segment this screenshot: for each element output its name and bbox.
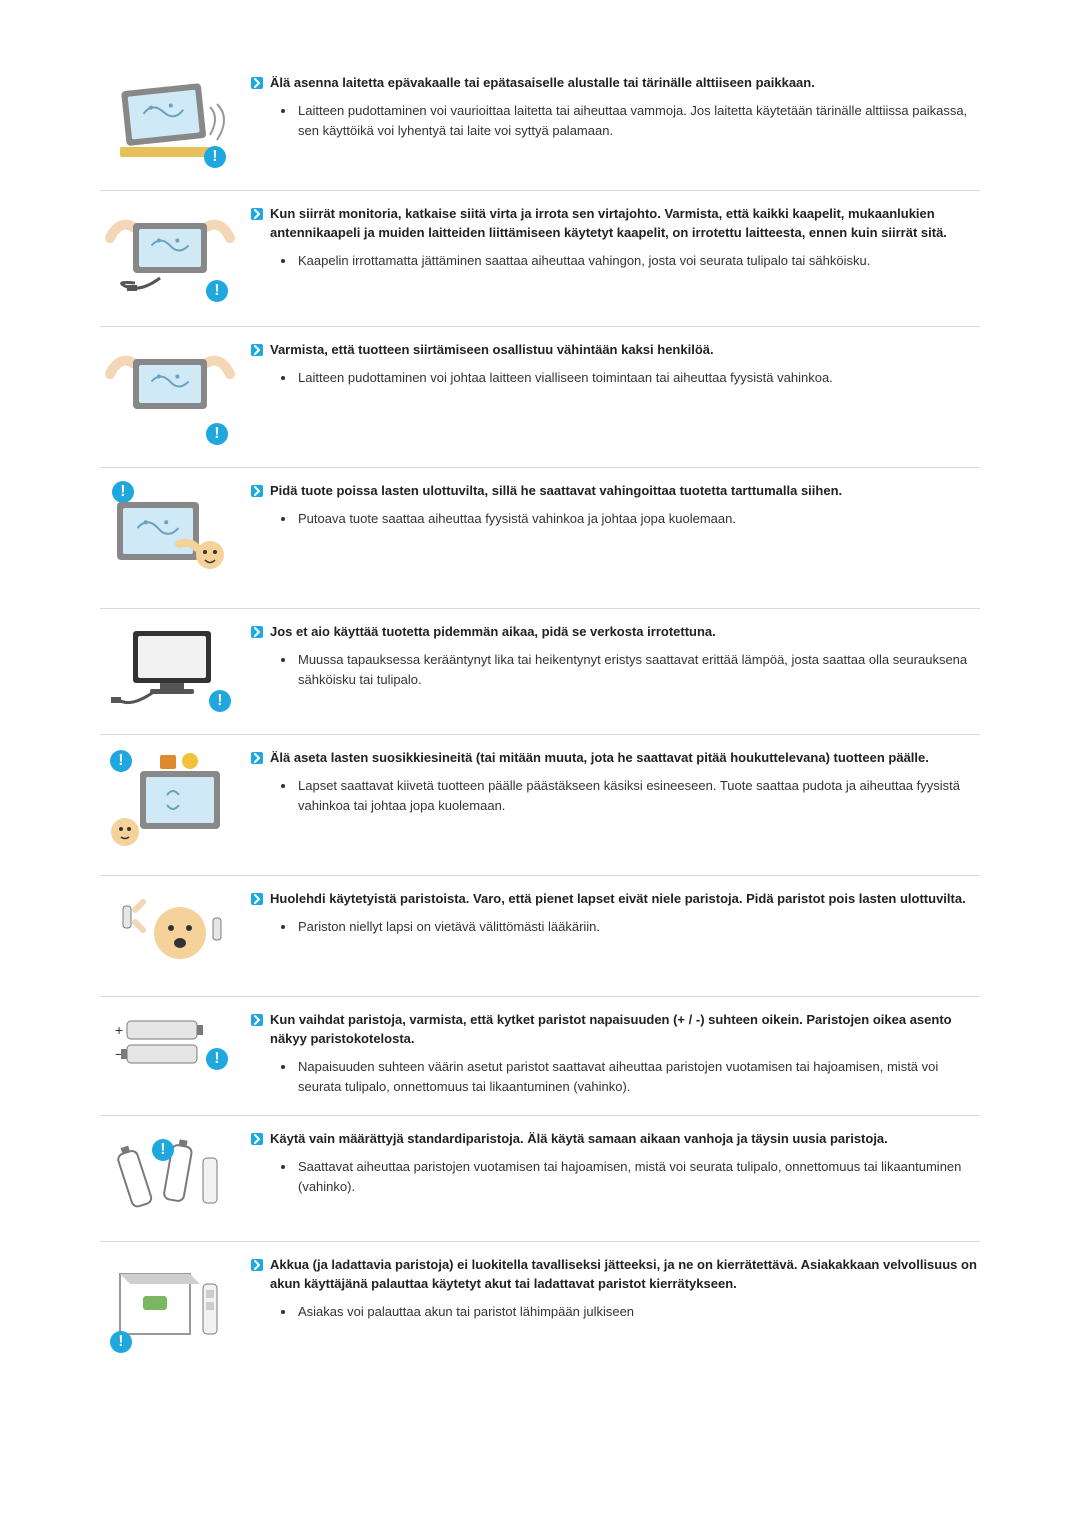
bullet-icon <box>250 76 264 90</box>
battery_mix-icon: ! <box>100 1128 240 1223</box>
svg-text:!: ! <box>217 692 222 709</box>
safety-section: ! Älä asenna laitetta epävakaalle tai ep… <box>100 60 980 191</box>
section-body-list: Laitteen pudottaminen voi johtaa laittee… <box>278 368 980 388</box>
section-body-item: Laitteen pudottaminen voi vaurioittaa la… <box>296 101 980 141</box>
section-body-list: Kaapelin irrottamatta jättäminen saattaa… <box>278 251 980 271</box>
section-heading: Älä aseta lasten suosikkiesineitä (tai m… <box>270 749 929 768</box>
monitor_unplug-icon: ! <box>100 621 240 716</box>
section-body-list: Saattavat aiheuttaa paristojen vuotamise… <box>278 1157 980 1197</box>
section-heading: Älä asenna laitetta epävakaalle tai epät… <box>270 74 815 93</box>
section-body-list: Pariston niellyt lapsi on vietävä välitt… <box>278 917 980 937</box>
section-content: Jos et aio käyttää tuotetta pidemmän aik… <box>250 621 980 690</box>
svg-text:!: ! <box>118 752 123 769</box>
svg-text:!: ! <box>120 483 125 500</box>
section-body-list: Laitteen pudottaminen voi vaurioittaa la… <box>278 101 980 141</box>
arrow-bullet-icon <box>250 76 264 93</box>
section-heading: Kun siirrät monitoria, katkaise siitä vi… <box>270 205 980 243</box>
section-heading: Käytä vain määrättyjä standardiparistoja… <box>270 1130 888 1149</box>
child_battery_swallow-icon <box>100 888 240 978</box>
bullet-icon <box>250 1132 264 1146</box>
bullet-icon <box>250 892 264 906</box>
bullet-icon <box>250 207 264 221</box>
svg-text:+: + <box>115 1022 123 1038</box>
bullet-icon <box>250 1013 264 1027</box>
section-content: Älä aseta lasten suosikkiesineitä (tai m… <box>250 747 980 816</box>
section-content: Kun vaihdat paristoja, varmista, että ky… <box>250 1009 980 1097</box>
bullet-icon <box>250 343 264 357</box>
section-body-item: Pariston niellyt lapsi on vietävä välitt… <box>296 917 980 937</box>
section-content: Käytä vain määrättyjä standardiparistoja… <box>250 1128 980 1197</box>
monitor_move_cable-icon: ! <box>100 203 240 308</box>
arrow-bullet-icon <box>250 207 264 224</box>
arrow-bullet-icon <box>250 1013 264 1030</box>
svg-text:!: ! <box>214 1050 219 1067</box>
safety-section: Huolehdi käytetyistä paristoista. Varo, … <box>100 876 980 997</box>
section-body-item: Laitteen pudottaminen voi johtaa laittee… <box>296 368 980 388</box>
monitor_tilt-icon: ! <box>100 72 240 172</box>
section-content: Huolehdi käytetyistä paristoista. Varo, … <box>250 888 980 937</box>
monitor_two_people-icon: ! <box>100 339 240 449</box>
arrow-bullet-icon <box>250 1258 264 1275</box>
section-content: Akkua (ja ladattavia paristoja) ei luoki… <box>250 1254 980 1322</box>
safety-section: ! Pidä tuote poissa lasten ulottuvilta, … <box>100 468 980 609</box>
arrow-bullet-icon <box>250 625 264 642</box>
bullet-icon <box>250 625 264 639</box>
battery_polarity-icon: + − ! <box>100 1009 240 1079</box>
safety-section: ! Varmista, että tuotteen siirtämiseen o… <box>100 327 980 468</box>
section-heading: Pidä tuote poissa lasten ulottuvilta, si… <box>270 482 842 501</box>
section-body-list: Lapset saattavat kiivetä tuotteen päälle… <box>278 776 980 816</box>
section-body-item: Kaapelin irrottamatta jättäminen saattaa… <box>296 251 980 271</box>
section-body-list: Asiakas voi palauttaa akun tai paristot … <box>278 1302 980 1322</box>
monitor_toys_on_top-icon: ! <box>100 747 240 857</box>
section-heading: Kun vaihdat paristoja, varmista, että ky… <box>270 1011 980 1049</box>
section-content: Varmista, että tuotteen siirtämiseen osa… <box>250 339 980 388</box>
safety-section: + − ! Kun vaihdat paristoja, varmista, e… <box>100 997 980 1116</box>
section-heading: Huolehdi käytetyistä paristoista. Varo, … <box>270 890 966 909</box>
section-content: Älä asenna laitetta epävakaalle tai epät… <box>250 72 980 141</box>
safety-section: ! Käytä vain määrättyjä standardiparisto… <box>100 1116 980 1242</box>
svg-text:!: ! <box>160 1141 165 1158</box>
section-body-item: Lapset saattavat kiivetä tuotteen päälle… <box>296 776 980 816</box>
svg-text:!: ! <box>118 1333 123 1350</box>
section-body-item: Putoava tuote saattaa aiheuttaa fyysistä… <box>296 509 980 529</box>
section-body-list: Putoava tuote saattaa aiheuttaa fyysistä… <box>278 509 980 529</box>
svg-text:!: ! <box>212 148 217 165</box>
section-content: Pidä tuote poissa lasten ulottuvilta, si… <box>250 480 980 529</box>
arrow-bullet-icon <box>250 892 264 909</box>
battery_recycle_box-icon: ! <box>100 1254 240 1354</box>
safety-section: ! Jos et aio käyttää tuotetta pidemmän a… <box>100 609 980 735</box>
bullet-icon <box>250 751 264 765</box>
section-body-item: Saattavat aiheuttaa paristojen vuotamise… <box>296 1157 980 1197</box>
bullet-icon <box>250 1258 264 1272</box>
safety-section: ! Älä aseta lasten suosikkiesineitä (tai… <box>100 735 980 876</box>
section-heading: Varmista, että tuotteen siirtämiseen osa… <box>270 341 714 360</box>
section-body-list: Napaisuuden suhteen väärin asetut parist… <box>278 1057 980 1097</box>
safety-section: ! Kun siirrät monitoria, katkaise siitä … <box>100 191 980 327</box>
section-body-list: Muussa tapauksessa kerääntynyt lika tai … <box>278 650 980 690</box>
arrow-bullet-icon <box>250 343 264 360</box>
monitor_child_reach-icon: ! <box>100 480 240 590</box>
arrow-bullet-icon <box>250 1132 264 1149</box>
section-heading: Jos et aio käyttää tuotetta pidemmän aik… <box>270 623 716 642</box>
arrow-bullet-icon <box>250 751 264 768</box>
safety-section: ! Akkua (ja ladattavia paristoja) ei luo… <box>100 1242 980 1372</box>
section-heading: Akkua (ja ladattavia paristoja) ei luoki… <box>270 1256 980 1294</box>
section-content: Kun siirrät monitoria, katkaise siitä vi… <box>250 203 980 271</box>
bullet-icon <box>250 484 264 498</box>
section-body-item: Napaisuuden suhteen väärin asetut parist… <box>296 1057 980 1097</box>
svg-text:!: ! <box>214 282 219 299</box>
svg-text:!: ! <box>214 425 219 442</box>
section-body-item: Muussa tapauksessa kerääntynyt lika tai … <box>296 650 980 690</box>
section-body-item: Asiakas voi palauttaa akun tai paristot … <box>296 1302 980 1322</box>
arrow-bullet-icon <box>250 484 264 501</box>
